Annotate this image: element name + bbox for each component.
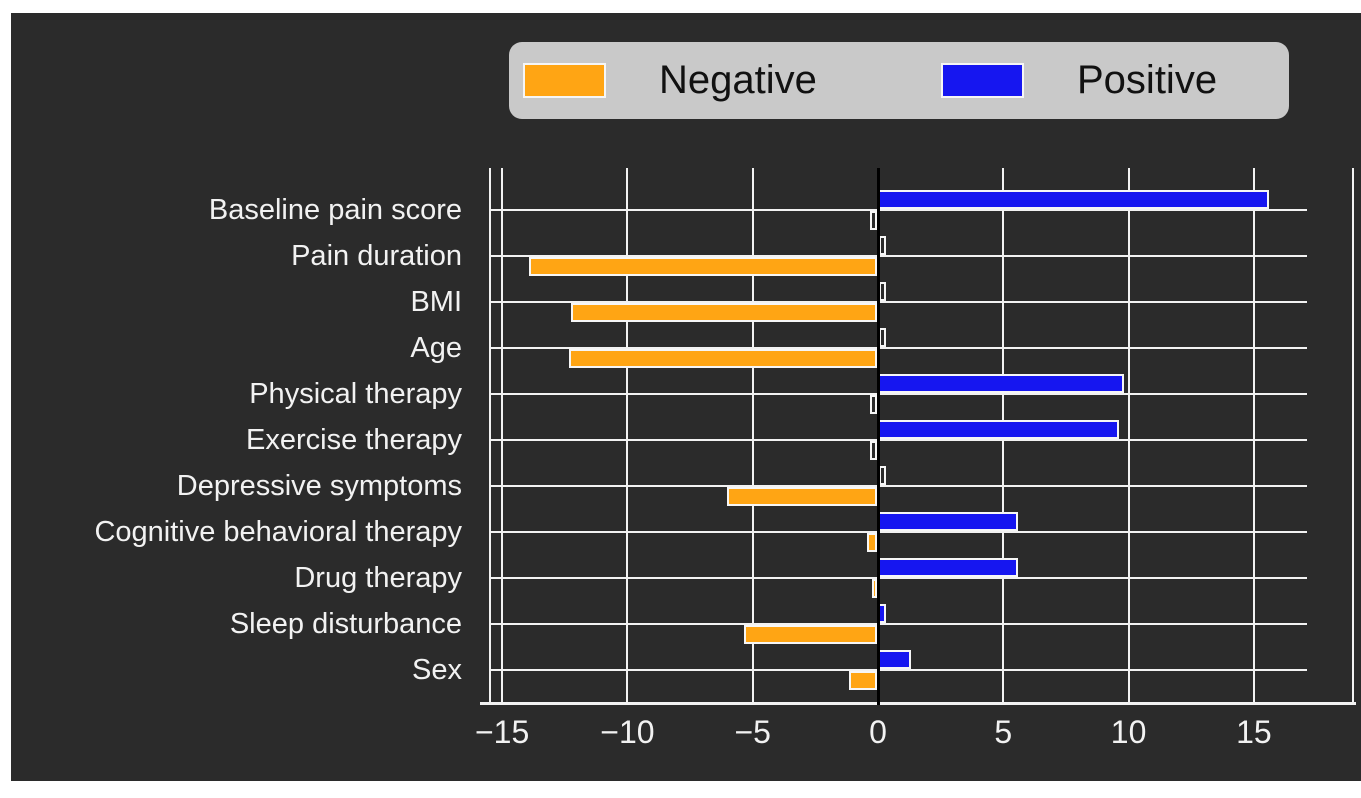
x-tick-label--10: −10 <box>600 714 655 750</box>
bar-positive-8 <box>878 558 1019 577</box>
grid-line-h-4 <box>489 393 1307 395</box>
grid-line-h-3 <box>489 347 1307 349</box>
grid-line-v-10 <box>1127 168 1130 702</box>
bar-positive-zero-3 <box>879 328 886 347</box>
x-tick-label--5: −5 <box>734 714 771 750</box>
legend-swatch-positive <box>941 63 1024 98</box>
category-label-4: Physical therapy <box>249 378 462 410</box>
grid-line-h-10 <box>489 669 1307 671</box>
bar-positive-zero-2 <box>879 282 886 301</box>
grid-line-v-15 <box>1252 168 1255 702</box>
category-label-7: Cognitive behavioral therapy <box>94 516 462 548</box>
grid-line-h-7 <box>489 531 1307 533</box>
right-spine <box>1352 168 1354 702</box>
category-label-10: Sex <box>412 654 462 686</box>
grid-line-h-6 <box>489 485 1307 487</box>
grid-line-v--10 <box>626 168 629 702</box>
category-label-5: Exercise therapy <box>246 424 462 456</box>
bar-negative-zero-0 <box>870 211 877 230</box>
grid-line-v--15 <box>501 168 504 702</box>
bar-positive-zero-6 <box>879 466 886 485</box>
zero-line <box>876 168 880 705</box>
grid-line-h-5 <box>489 439 1307 441</box>
x-tick-label-10: 10 <box>1110 714 1147 750</box>
bar-negative-8 <box>871 579 877 598</box>
category-label-3: Age <box>410 332 462 364</box>
x-tick-label-0: 0 <box>869 714 887 750</box>
bar-positive-5 <box>878 420 1119 439</box>
x-tick-label--15: −15 <box>474 714 530 750</box>
bar-negative-zero-5 <box>870 441 877 460</box>
legend-swatch-negative <box>523 63 606 98</box>
bar-negative-6 <box>726 487 877 506</box>
legend-label-positive: Positive <box>1077 58 1218 102</box>
bar-negative-2 <box>571 303 877 322</box>
left-spine <box>489 168 491 702</box>
bar-positive-7 <box>878 512 1019 531</box>
category-label-1: Pain duration <box>291 240 462 272</box>
category-label-8: Drug therapy <box>294 562 462 594</box>
legend: Negative Positive <box>509 42 1289 119</box>
bar-positive-10 <box>878 650 911 669</box>
bar-negative-1 <box>528 257 877 276</box>
category-label-2: BMI <box>410 286 462 318</box>
category-label-0: Baseline pain score <box>208 194 462 226</box>
bar-negative-zero-4 <box>870 395 877 414</box>
grid-line-h-1 <box>489 255 1307 257</box>
bar-negative-9 <box>744 625 877 644</box>
grid-line-h-9 <box>489 623 1307 625</box>
bar-negative-3 <box>568 349 877 368</box>
x-tick-label-15: 15 <box>1236 714 1272 750</box>
x-axis-line <box>480 702 1356 705</box>
bar-positive-zero-1 <box>879 236 886 255</box>
bar-positive-4 <box>878 374 1124 393</box>
grid-line-h-2 <box>489 301 1307 303</box>
category-label-6: Depressive symptoms <box>176 470 462 502</box>
x-tick-label-5: 5 <box>994 714 1013 750</box>
grid-line-h-8 <box>489 577 1307 579</box>
bar-positive-0 <box>878 190 1269 209</box>
bar-negative-10 <box>849 671 877 690</box>
grid-line-v--5 <box>751 168 754 702</box>
grid-line-h-0 <box>489 209 1307 211</box>
chart-panel <box>11 13 1361 781</box>
legend-label-negative: Negative <box>659 58 817 102</box>
category-label-9: Sleep disturbance <box>229 608 462 640</box>
bar-negative-7 <box>866 533 877 552</box>
